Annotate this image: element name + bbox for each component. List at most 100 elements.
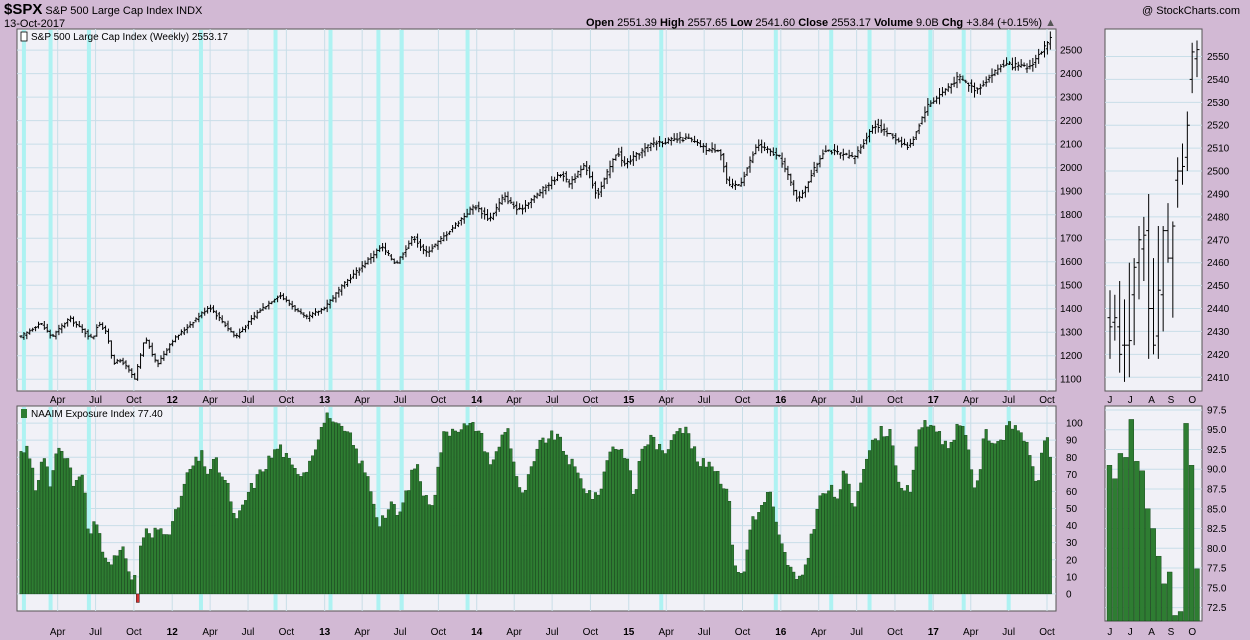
main-price-legend: S&P 500 Large Cap Index (Weekly) 2553.17 bbox=[20, 31, 228, 43]
naaim-histogram-bar bbox=[704, 466, 708, 595]
naaim-histogram-bar bbox=[241, 504, 245, 595]
naaim-histogram-bar bbox=[818, 495, 822, 595]
naaim-histogram-bar bbox=[57, 447, 61, 595]
naaim-histogram-bar bbox=[973, 487, 977, 595]
naaim-histogram-bar bbox=[147, 533, 151, 595]
main-price-y-tick-label: 2500 bbox=[1060, 46, 1083, 57]
naaim-histogram-bar bbox=[1028, 455, 1032, 595]
naaim-histogram-bar bbox=[328, 418, 332, 595]
naaim-x-tick-label: 12 bbox=[167, 627, 179, 638]
naaim-histogram-bar bbox=[523, 489, 527, 595]
naaim-histogram-bar bbox=[707, 461, 711, 595]
naaim-histogram-bar bbox=[1002, 440, 1006, 595]
naaim-x-tick-label: Oct bbox=[431, 627, 447, 638]
naaim-histogram-bar bbox=[1034, 480, 1038, 595]
inset-naaim-bar bbox=[1139, 470, 1145, 622]
naaim-histogram-bar bbox=[453, 430, 457, 595]
inset-naaim-bar bbox=[1145, 508, 1151, 622]
naaim-histogram-bar bbox=[862, 468, 866, 595]
main-price-x-tick-label: Jul bbox=[850, 395, 863, 406]
naaim-histogram-bar bbox=[655, 449, 659, 595]
naaim-histogram-bar bbox=[821, 493, 825, 595]
naaim-histogram-bar bbox=[529, 466, 533, 595]
watermark: @ StockCharts.com bbox=[1142, 5, 1240, 17]
inset-price-y-tick-label: 2460 bbox=[1207, 258, 1230, 269]
naaim-histogram-bar bbox=[803, 564, 807, 595]
inset-naaim-y-tick-label: 85.0 bbox=[1207, 504, 1227, 515]
inset-price-x-tick-label: S bbox=[1168, 395, 1175, 406]
naaim-histogram-bar bbox=[494, 451, 498, 595]
inset-price-x-tick-label: O bbox=[1188, 395, 1196, 406]
main-price-x-tick-label: 16 bbox=[775, 395, 787, 406]
naaim-histogram-bar bbox=[36, 480, 41, 595]
main-price-highlight-band bbox=[867, 30, 872, 390]
main-price-x-tick-label: Jul bbox=[546, 395, 559, 406]
main-price-highlight-band bbox=[399, 30, 404, 390]
naaim-histogram-bar bbox=[946, 448, 950, 595]
naaim-histogram-bar bbox=[923, 420, 927, 595]
naaim-histogram-bar bbox=[83, 492, 87, 595]
inset-naaim-bar bbox=[1117, 453, 1124, 622]
naaim-histogram-bar bbox=[547, 438, 551, 595]
naaim-histogram-bar bbox=[911, 469, 915, 595]
naaim-histogram-bar bbox=[346, 431, 350, 595]
naaim-x-tick-label: Apr bbox=[658, 627, 674, 638]
naaim-histogram-bar bbox=[486, 452, 490, 595]
main-price-highlight-band bbox=[773, 30, 778, 390]
naaim-histogram-bar bbox=[185, 472, 189, 595]
naaim-y-tick-label: 20 bbox=[1066, 555, 1078, 566]
naaim-histogram-bar bbox=[996, 441, 1000, 595]
naaim-histogram-bar bbox=[535, 448, 539, 595]
naaim-histogram-bar bbox=[19, 451, 23, 595]
main-price-x-tick-label: Apr bbox=[658, 395, 674, 406]
naaim-histogram-bar bbox=[999, 439, 1003, 595]
naaim-histogram-bar bbox=[800, 574, 804, 595]
naaim-histogram-bar bbox=[203, 466, 207, 595]
naaim-histogram-bar bbox=[561, 451, 565, 595]
naaim-histogram-bar bbox=[940, 444, 944, 595]
naaim-histogram-bar bbox=[795, 578, 799, 595]
main-price-highlight-band bbox=[1006, 30, 1011, 390]
naaim-histogram-bar bbox=[669, 440, 673, 595]
naaim-y-ticks: 0 10 20 30 40 50 60 70 80 90 100 bbox=[1066, 419, 1083, 601]
naaim-histogram-bar bbox=[798, 575, 802, 595]
naaim-histogram-bar bbox=[319, 427, 323, 595]
naaim-histogram-bar bbox=[255, 474, 259, 595]
naaim-y-tick-label: 90 bbox=[1066, 436, 1078, 447]
naaim-histogram-bar bbox=[130, 579, 134, 595]
naaim-histogram-bar bbox=[302, 472, 306, 595]
inset-price-y-tick-label: 2520 bbox=[1207, 121, 1230, 132]
naaim-histogram-bar bbox=[765, 492, 769, 595]
main-price-x-tick-label: Oct bbox=[279, 395, 295, 406]
naaim-histogram-bar bbox=[990, 442, 994, 595]
naaim-histogram-bar bbox=[211, 459, 215, 595]
naaim-histogram-bar-negative bbox=[136, 593, 140, 603]
naaim-histogram-bar bbox=[838, 489, 842, 595]
naaim-histogram-bar bbox=[952, 439, 956, 595]
naaim-histogram-bar bbox=[375, 517, 379, 595]
naaim-histogram-bar bbox=[69, 467, 73, 595]
main-price-y-tick-label: 2400 bbox=[1060, 69, 1083, 80]
naaim-histogram-bar bbox=[171, 521, 175, 595]
inset-naaim-y-tick-label: 95.0 bbox=[1207, 425, 1227, 436]
inset-naaim-x-tick-label: S bbox=[1168, 627, 1175, 638]
naaim-histogram-bar bbox=[681, 433, 685, 595]
naaim-histogram-bar bbox=[200, 450, 204, 595]
naaim-histogram-bar bbox=[174, 509, 178, 595]
naaim-histogram-bar bbox=[585, 493, 589, 595]
main-price-y-ticks: 1100 1200 1300 1400 1500 1600 1700 1800 1900 2000… bbox=[1060, 46, 1083, 386]
naaim-histogram-bar bbox=[92, 521, 96, 595]
naaim-histogram-bar bbox=[564, 454, 568, 595]
naaim-histogram-bar bbox=[334, 422, 338, 595]
naaim-histogram-bar bbox=[891, 445, 895, 595]
main-price-x-tick-label: Oct bbox=[431, 395, 447, 406]
naaim-histogram-bar bbox=[894, 465, 898, 595]
naaim-histogram-bar bbox=[844, 473, 848, 595]
inset-naaim-panel: 72.5 75.0 77.5 80.0 82.5 85.0 87.5 90.0 92.5 95.0… bbox=[1104, 405, 1227, 622]
naaim-histogram-bar bbox=[474, 431, 478, 595]
naaim-histogram-bar bbox=[109, 564, 113, 595]
naaim-histogram-bar bbox=[1037, 480, 1041, 595]
main-price-y-tick-label: 1400 bbox=[1060, 304, 1083, 315]
naaim-histogram-bar bbox=[1007, 421, 1012, 595]
